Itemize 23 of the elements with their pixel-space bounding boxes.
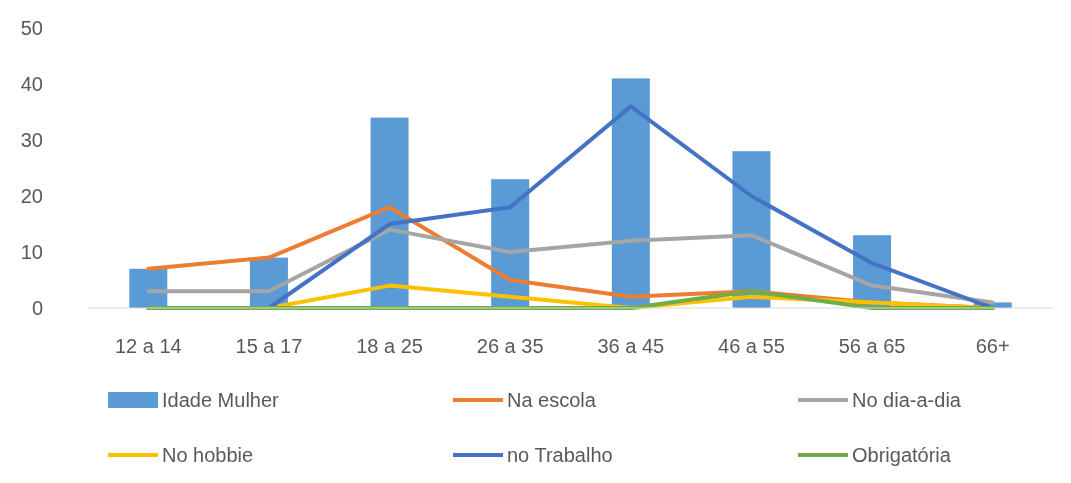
x-tick-label: 66+ [975,335,1010,357]
line-series [146,227,995,305]
bar [611,78,650,308]
legend-label: Obrigatória [852,444,952,466]
x-tick-label: 18 a 25 [356,335,423,357]
y-tick-label: 10 [20,241,43,263]
legend-label: No hobbie [162,444,254,466]
legend-label: Na escola [507,389,597,411]
y-tick-label: 20 [20,185,43,207]
bar [370,117,409,308]
legend-label: no Trabalho [507,444,613,466]
x-tick-label: 12 a 14 [114,335,182,357]
x-tick-label: 36 a 45 [597,335,665,357]
x-tick-label: 15 a 17 [235,335,303,357]
y-tick-label: 30 [20,129,43,151]
legend-label: No dia-a-dia [852,389,962,411]
y-tick-label: 0 [31,297,43,319]
x-tick-label: 46 a 55 [718,335,785,357]
y-tick-label: 50 [20,17,43,39]
legend-label: Idade Mulher [162,389,280,411]
x-tick-label: 26 a 35 [476,335,544,357]
x-tick-label: 56 a 65 [838,335,906,357]
y-tick-label: 40 [20,73,43,95]
